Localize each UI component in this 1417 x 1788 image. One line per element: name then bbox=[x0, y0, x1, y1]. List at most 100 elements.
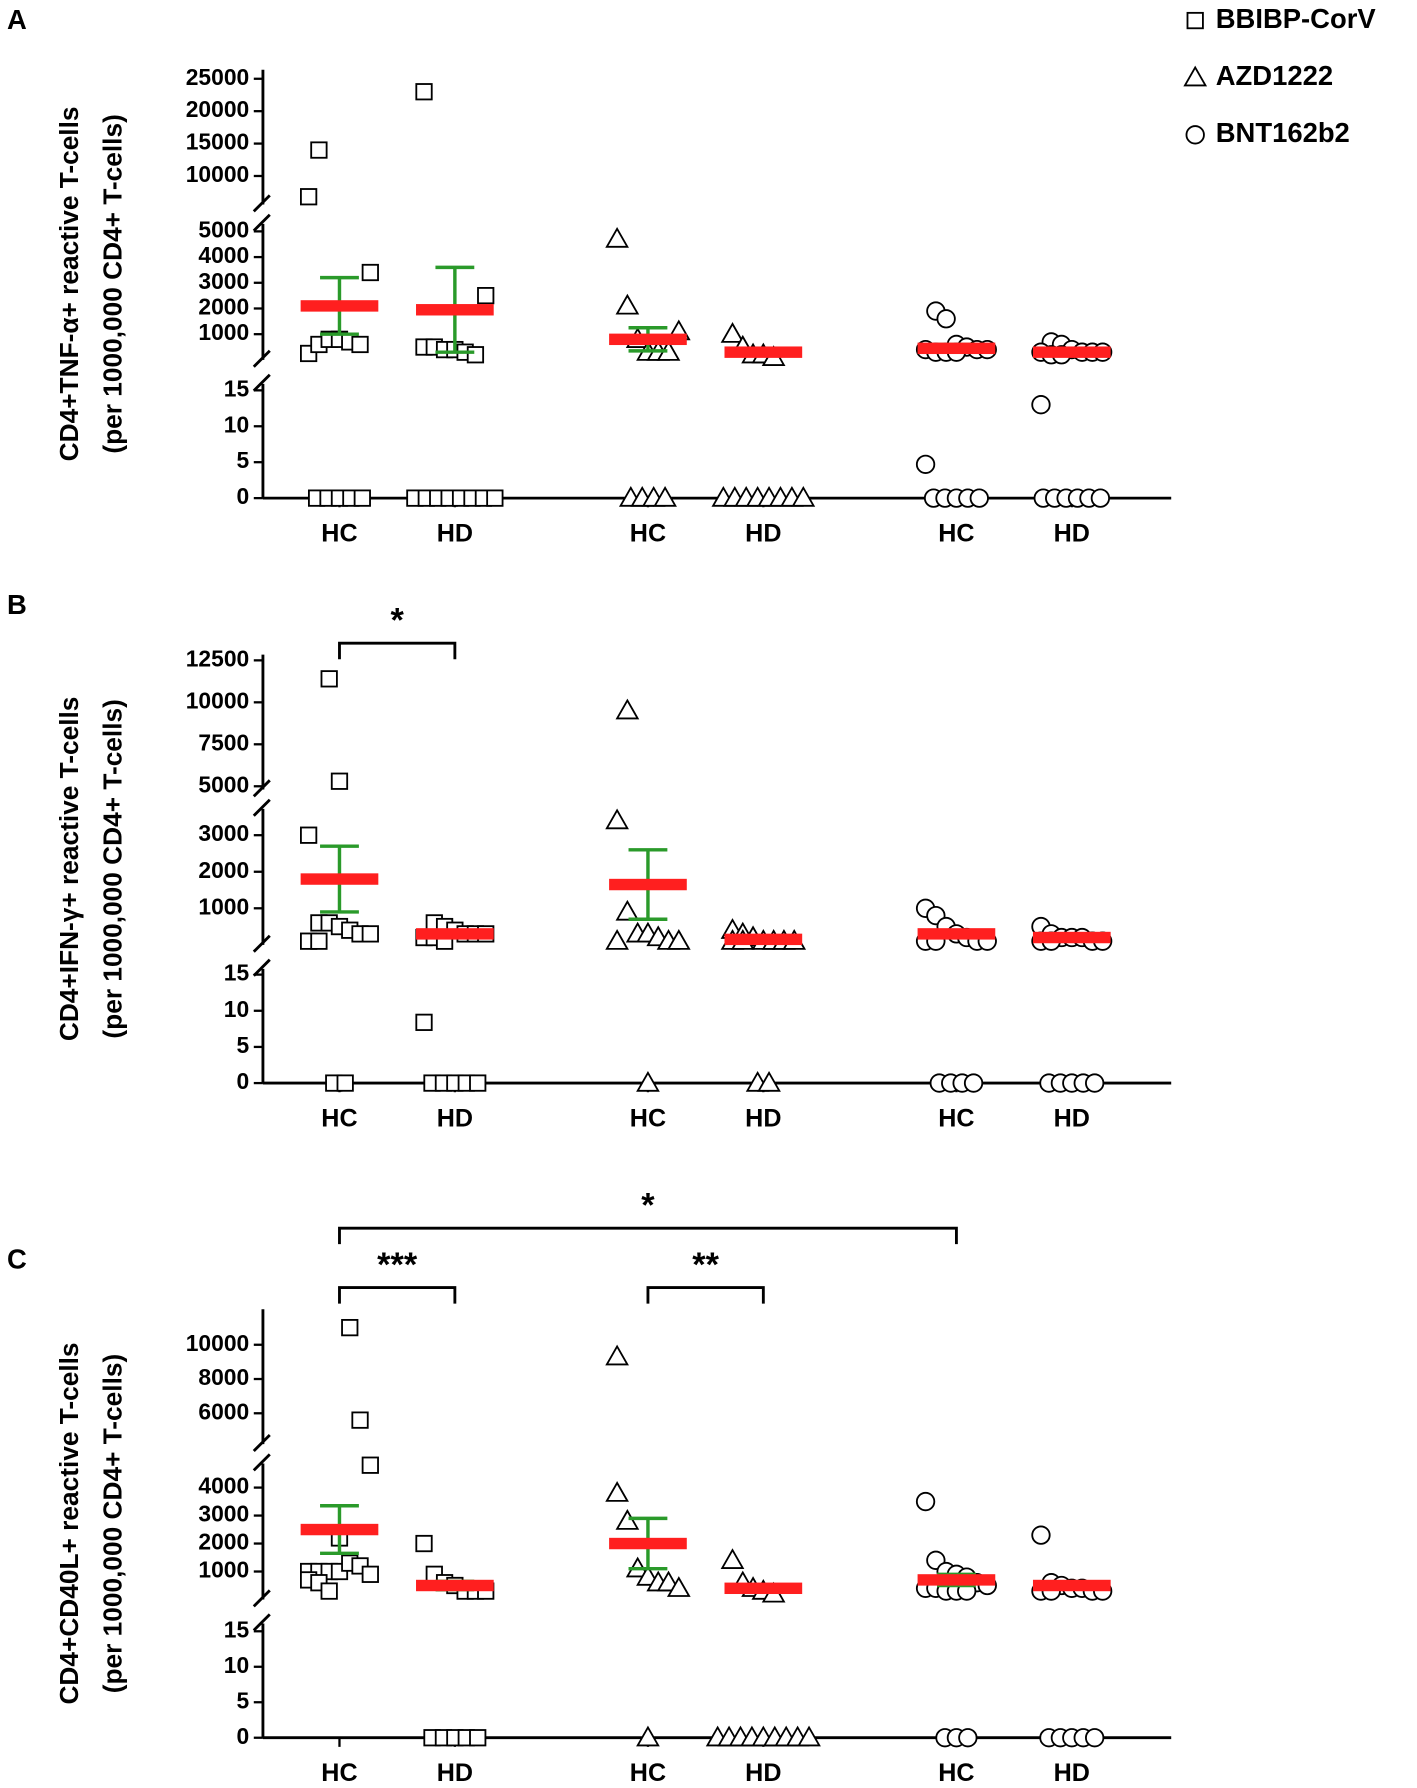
significance-bracket bbox=[646, 1286, 765, 1304]
significance-bracket bbox=[338, 641, 457, 660]
y-tick-label: 2000 bbox=[198, 1529, 249, 1555]
circle-point bbox=[1085, 1073, 1105, 1093]
panel-label: C bbox=[7, 1244, 27, 1275]
square-point bbox=[415, 83, 433, 101]
x-tick-label: HC bbox=[938, 1104, 974, 1132]
mean-bar bbox=[609, 333, 687, 346]
y-tick-label: 10000 bbox=[186, 161, 249, 187]
x-tick-label: HC bbox=[321, 519, 357, 547]
triangle-point bbox=[653, 486, 677, 507]
axis-break bbox=[252, 1453, 271, 1472]
axis-break bbox=[252, 1613, 271, 1632]
square-point bbox=[477, 287, 495, 305]
y-tick-label: 15 bbox=[224, 960, 250, 986]
y-tick-label: 1000 bbox=[198, 319, 249, 345]
square-point bbox=[361, 1565, 379, 1583]
x-tick-label: HC bbox=[938, 1759, 974, 1787]
mean-bar bbox=[1032, 931, 1111, 944]
square-point bbox=[469, 1074, 487, 1092]
y-tick-label: 4000 bbox=[198, 1473, 249, 1499]
triangle-point bbox=[797, 1725, 821, 1747]
panel: A CD4+TNF-α+ reactive T-cells (per 1000,00… bbox=[7, 4, 1172, 547]
y-tick-label: 3000 bbox=[198, 1501, 249, 1527]
square-point bbox=[336, 1074, 354, 1092]
x-tick-label: HD bbox=[1054, 519, 1090, 547]
y-tick-label: 3000 bbox=[198, 820, 249, 846]
mean-bar bbox=[917, 1574, 996, 1586]
y-tick-label: 15 bbox=[224, 1616, 250, 1642]
mean-bar bbox=[416, 928, 494, 940]
y-tick-label: 12500 bbox=[186, 645, 249, 671]
square-point bbox=[361, 1456, 379, 1474]
significance-label: ** bbox=[692, 1246, 719, 1284]
y-tick-label: 10000 bbox=[186, 687, 249, 713]
panel: B CD4+IFN-γ+ reactive T-cells (per 1000,00… bbox=[7, 589, 1172, 1132]
square-point bbox=[300, 188, 318, 206]
mean-bar bbox=[724, 1582, 803, 1595]
y-tick-label: 2000 bbox=[198, 294, 249, 320]
y-tick-label: 10 bbox=[224, 996, 249, 1022]
circle-point bbox=[1185, 125, 1205, 145]
square-point bbox=[353, 489, 371, 507]
axis-break bbox=[252, 373, 271, 392]
x-tick-label: HC bbox=[321, 1104, 357, 1132]
y-axis-label: CD4+TNF-α+ reactive T-cells bbox=[54, 106, 84, 461]
x-tick-label: HC bbox=[630, 1104, 666, 1132]
y-axis-label: CD4+CD40L+ reactive T-cells bbox=[54, 1342, 84, 1704]
circle-point bbox=[958, 1728, 978, 1748]
x-tick-label: HD bbox=[745, 519, 781, 547]
triangle-point bbox=[666, 1576, 691, 1597]
panel-label: B bbox=[7, 589, 27, 620]
y-tick-label: 10000 bbox=[186, 1330, 249, 1356]
square-point bbox=[320, 1582, 338, 1600]
y-tick-label: 10 bbox=[224, 411, 249, 437]
square-point bbox=[320, 670, 338, 688]
x-tick-label: HC bbox=[321, 1759, 357, 1787]
y-tick-label: 8000 bbox=[198, 1364, 249, 1390]
mean-bar bbox=[416, 304, 494, 316]
triangle-point bbox=[791, 486, 816, 507]
mean-bar bbox=[917, 928, 996, 940]
square-point bbox=[310, 141, 328, 159]
square-point bbox=[1186, 11, 1204, 30]
axis-break bbox=[252, 349, 271, 368]
y-tick-label: 5 bbox=[237, 447, 250, 473]
y-tick-label: 15 bbox=[224, 375, 250, 401]
significance-bracket bbox=[338, 1226, 958, 1245]
axis-break bbox=[252, 934, 271, 953]
square-point bbox=[341, 1318, 359, 1337]
y-tick-label: 5 bbox=[237, 1687, 250, 1713]
square-point bbox=[351, 335, 369, 354]
circle-point bbox=[969, 488, 989, 508]
axis-break bbox=[252, 213, 271, 232]
y-tick-label: 4000 bbox=[198, 242, 249, 268]
y-tick-label: 5000 bbox=[198, 216, 249, 242]
y-axis-label: (per 1000,000 CD4+ T-cells) bbox=[97, 114, 127, 453]
triangle-point bbox=[605, 1481, 629, 1502]
mean-bar bbox=[609, 1537, 687, 1550]
circle-point bbox=[1090, 488, 1111, 508]
x-tick-label: HC bbox=[630, 1759, 666, 1787]
y-tick-label: 2000 bbox=[198, 857, 249, 883]
triangle-point bbox=[720, 322, 745, 343]
mean-bar bbox=[609, 878, 687, 891]
square-point bbox=[361, 263, 379, 282]
circle-point bbox=[915, 1491, 936, 1512]
mean-bar bbox=[300, 1523, 379, 1536]
axis-break bbox=[252, 1589, 271, 1608]
triangle-point bbox=[605, 808, 629, 830]
square-point bbox=[300, 826, 318, 844]
triangle-point bbox=[636, 1725, 660, 1747]
circle-point bbox=[936, 309, 956, 329]
y-tick-label: 0 bbox=[237, 1068, 250, 1094]
triangle-point bbox=[615, 293, 640, 315]
axis-break bbox=[252, 958, 271, 977]
significance-label: * bbox=[641, 1187, 655, 1225]
y-tick-label: 6000 bbox=[198, 1398, 249, 1424]
y-tick-label: 25000 bbox=[186, 64, 249, 90]
y-tick-label: 1000 bbox=[198, 893, 249, 919]
significance-bracket bbox=[338, 1286, 457, 1304]
y-axis-label: (per 1000,000 CD4+ T-cells) bbox=[97, 1354, 127, 1693]
triangle-point bbox=[615, 698, 640, 720]
mean-bar bbox=[1032, 1579, 1111, 1592]
